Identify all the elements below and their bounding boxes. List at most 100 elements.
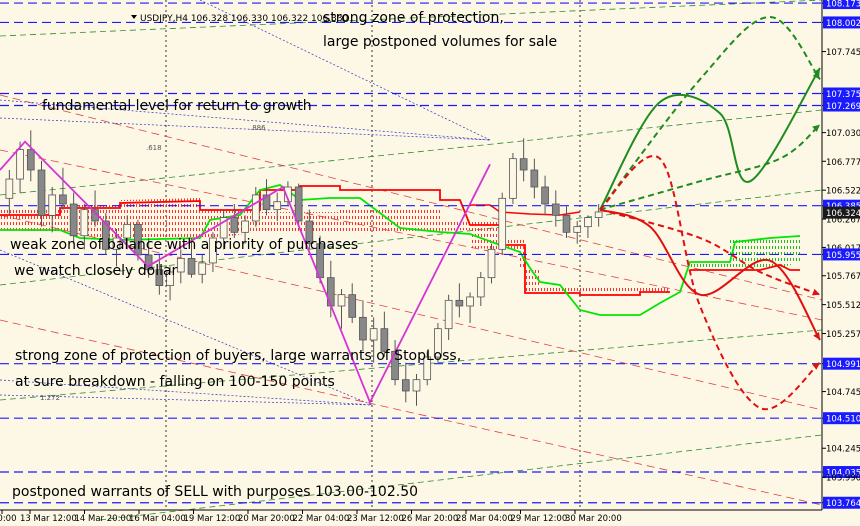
candle-bear <box>519 158 528 171</box>
cloud-fill-red <box>0 198 670 294</box>
price-badge <box>823 412 860 425</box>
price-label: 105.257 <box>826 330 860 340</box>
price-label: 104.245 <box>826 445 860 455</box>
candle-bull <box>251 194 260 222</box>
annotation-sell-warrants: postponed warrants of SELL with purposes… <box>12 484 418 500</box>
candle-bull <box>16 149 24 180</box>
candle-bear <box>326 277 335 307</box>
candle-bull <box>466 296 474 307</box>
time-label: 10:00 <box>0 514 17 524</box>
candle-bull <box>273 201 282 211</box>
time-label: 14 Mar 20:00 <box>75 514 132 524</box>
channel-line-green <box>0 109 823 196</box>
forecast-arrowhead <box>812 71 820 80</box>
time-label: 16 Mar 04:00 <box>129 514 186 524</box>
cloud-line-red <box>0 185 670 296</box>
price-axis-labels: 108.173 108.002 107.745 107.375 107.269 107.0… <box>822 0 860 509</box>
zigzag-pattern <box>0 140 491 405</box>
price-label: 105.512 <box>826 301 860 311</box>
candle-bull <box>123 223 132 239</box>
candle-bear <box>401 379 410 392</box>
forecast-path-red <box>599 208 821 296</box>
candle-bear <box>26 149 35 171</box>
price-label: 104.745 <box>826 388 860 398</box>
candle-bull <box>573 226 582 233</box>
candle-bear <box>69 203 78 237</box>
channel-line-green <box>0 0 823 37</box>
price-badge-label: 107.269 <box>826 102 860 112</box>
price-label: 105.767 <box>826 272 860 282</box>
price-label: 106.777 <box>826 158 860 168</box>
candle-bull <box>584 217 592 228</box>
candle-bear <box>155 269 164 287</box>
price-label: 103.990 <box>826 474 860 484</box>
price-badge <box>823 0 860 10</box>
price-label: 106.522 <box>826 187 860 197</box>
annotations: strong zone of protection, large postpon… <box>10 10 557 500</box>
price-badge-label: 104.035 <box>826 469 860 479</box>
cloud-line-red-future <box>690 264 800 271</box>
annotation-breakdown: at sure breakdown - falling on 100-150 p… <box>15 374 335 390</box>
annotation-postponed-volumes: large postponed volumes for sale <box>323 34 557 50</box>
channel-line-red <box>0 214 823 411</box>
fan-line-blue <box>0 117 491 141</box>
price-badge <box>823 496 860 509</box>
candle-bull <box>219 217 228 239</box>
current-price-label: 106.324 <box>826 209 860 219</box>
time-label: 28 Mar 04:00 <box>456 514 513 524</box>
candle-bear <box>101 220 110 250</box>
time-label: 23 Mar 12:00 <box>347 514 404 524</box>
candle-bull <box>412 379 421 392</box>
fan-line-blue <box>199 0 491 141</box>
time-label: 22 Mar 04:00 <box>293 514 350 524</box>
candle-bull <box>241 220 249 233</box>
channel-lines <box>0 0 823 521</box>
candle-bull <box>284 186 292 203</box>
candle-bull <box>434 328 442 358</box>
fib-labels: .618 .886 1.272 <box>40 124 266 402</box>
fib-label: .886 <box>250 124 266 132</box>
candle-bull <box>112 237 121 250</box>
forecast-path-green <box>599 67 821 211</box>
candle-bull <box>476 277 485 298</box>
forecast-path-red <box>599 155 821 411</box>
annotation-strong-zone: strong zone of protection, <box>323 10 504 26</box>
candle-bear <box>230 217 239 233</box>
candle-bear <box>59 194 67 205</box>
candle-bear <box>294 186 303 222</box>
candle-bear <box>305 220 314 245</box>
forecast-path-green <box>599 123 821 211</box>
candle-bull <box>48 194 57 216</box>
time-label: 20 Mar 20:00 <box>238 514 295 524</box>
header-dropdown-icon[interactable] <box>131 15 137 19</box>
annotation-fundamental-level: fundamental level for return to growth <box>42 98 312 114</box>
price-label: 106.267 <box>826 216 860 226</box>
annotation-watch-dollar: we watch closely dollar <box>14 263 178 279</box>
candle-bear <box>380 328 389 352</box>
candle-bear <box>530 169 539 188</box>
forecast-arrowhead <box>813 332 820 340</box>
candle-bull <box>498 197 507 250</box>
candle-bull <box>198 262 207 275</box>
candle-bull <box>176 257 185 273</box>
candle-bull <box>487 248 496 279</box>
fan-line-blue <box>0 99 491 141</box>
price-badge-label: 103.764 <box>826 499 860 509</box>
forecast-paths <box>599 15 821 411</box>
price-badge <box>823 248 860 261</box>
candle-bull <box>166 271 174 286</box>
time-label: 13 Mar 12:00 <box>20 514 77 524</box>
price-badge-label: 107.375 <box>826 90 860 100</box>
candle-bear <box>187 257 196 275</box>
candle-bull <box>509 158 517 199</box>
price-badge <box>823 99 860 112</box>
cloud-line-green <box>0 184 801 316</box>
indicator-line-red <box>470 204 581 216</box>
time-label: 30 Mar 20:00 <box>565 514 622 524</box>
price-badge <box>823 357 860 370</box>
price-badge-label: 108.002 <box>826 19 860 29</box>
annotation-weak-zone: weak zone of balance with a priority of … <box>10 237 358 253</box>
price-badge-label: 104.510 <box>826 415 860 425</box>
